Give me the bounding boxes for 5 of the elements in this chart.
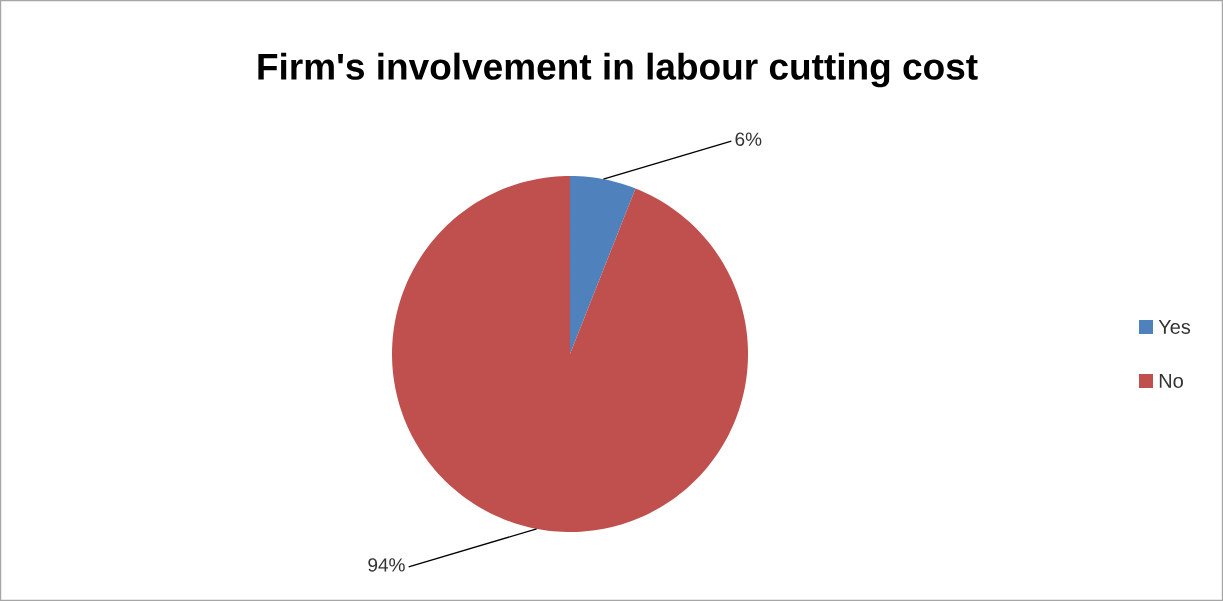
data-label: 94% [368,558,405,572]
chart-title: Firm's involvement in labour cutting cost [258,52,978,88]
legend-label: Yes [1158,320,1191,334]
legend-label: No [1159,374,1183,388]
data-label: 6% [735,132,762,146]
